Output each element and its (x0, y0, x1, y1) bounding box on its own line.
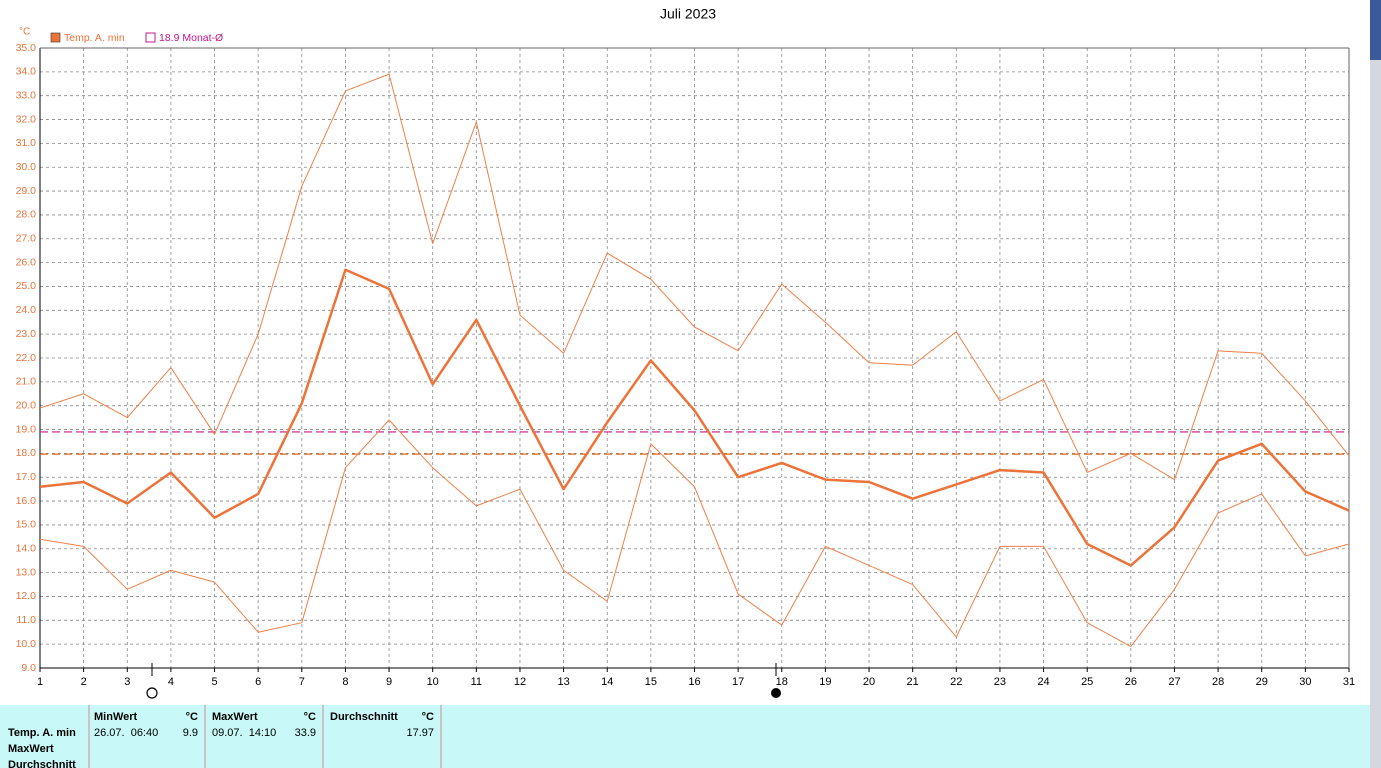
y-tick-label: 13.0 (16, 566, 37, 578)
table-value: 17.97 (406, 727, 434, 739)
table-row-label: MaxWert (8, 743, 54, 755)
y-tick-label: 16.0 (16, 495, 37, 507)
x-tick-label: 3 (124, 676, 130, 688)
y-tick-label: 22.0 (16, 352, 37, 364)
x-tick-label: 16 (688, 676, 700, 688)
x-tick-label: 12 (514, 676, 526, 688)
x-tick-label: 13 (557, 676, 569, 688)
y-unit: °C (19, 27, 30, 38)
y-tick-label: 23.0 (16, 328, 37, 340)
x-tick-label: 10 (427, 676, 439, 688)
y-tick-label: 35.0 (16, 42, 37, 54)
table-unit: °C (304, 711, 316, 723)
window-edge-top (1370, 0, 1381, 60)
series-line (39, 268, 1350, 567)
y-tick-label: 20.0 (16, 399, 37, 411)
x-tick-label: 18 (776, 676, 788, 688)
x-tick-label: 1 (37, 676, 43, 688)
y-tick-label: 12.0 (16, 590, 37, 602)
y-tick-label: 26.0 (16, 256, 37, 268)
series-line (39, 73, 1350, 481)
x-tick-label: 27 (1168, 676, 1180, 688)
window-edge (1370, 0, 1381, 768)
new-moon-icon (771, 688, 781, 698)
y-tick-label: 33.0 (16, 89, 37, 101)
x-tick-label: 23 (994, 676, 1006, 688)
x-tick-label: 29 (1256, 676, 1268, 688)
table-value: 9.9 (183, 727, 198, 739)
y-tick-label: 21.0 (16, 376, 37, 388)
x-tick-label: 31 (1343, 676, 1355, 688)
x-tick-label: 6 (255, 676, 261, 688)
x-tick-label: 15 (645, 676, 657, 688)
y-tick-label: 34.0 (16, 66, 37, 78)
y-tick-label: 14.0 (16, 543, 37, 555)
table-unit: °C (186, 711, 198, 723)
y-tick-label: 32.0 (16, 113, 37, 125)
y-tick-label: 31.0 (16, 137, 37, 149)
x-tick-label: 25 (1081, 676, 1093, 688)
table-background (0, 705, 1370, 768)
y-tick-label: 18.0 (16, 447, 37, 459)
table-row-label: Temp. A. min (8, 727, 76, 739)
y-tick-label: 19.0 (16, 423, 37, 435)
x-tick-label: 26 (1125, 676, 1137, 688)
y-tick-label: 11.0 (16, 614, 36, 626)
legend-label: 18.9 Monat-Ø (159, 32, 223, 44)
x-tick-label: 8 (342, 676, 348, 688)
y-tick-label: 17.0 (16, 471, 37, 483)
table-header: Durchschnitt (330, 711, 398, 723)
x-tick-label: 21 (907, 676, 919, 688)
y-tick-label: 29.0 (16, 185, 37, 197)
table-unit: °C (422, 711, 434, 723)
x-tick-label: 7 (299, 676, 305, 688)
x-tick-label: 4 (168, 676, 174, 688)
table-time: 26.07. 06:40 (94, 727, 158, 739)
table-header: MinWert (94, 711, 138, 723)
y-tick-label: 25.0 (16, 280, 37, 292)
table-header: MaxWert (212, 711, 258, 723)
table-time: 09.07. 14:10 (212, 727, 276, 739)
x-tick-label: 20 (863, 676, 875, 688)
x-tick-label: 9 (386, 676, 392, 688)
y-tick-label: 24.0 (16, 304, 37, 316)
x-tick-label: 28 (1212, 676, 1224, 688)
x-tick-label: 17 (732, 676, 744, 688)
series-line (39, 419, 1350, 648)
x-tick-label: 30 (1299, 676, 1311, 688)
y-tick-label: 28.0 (16, 209, 37, 221)
x-tick-label: 22 (950, 676, 962, 688)
full-moon-icon (146, 687, 158, 699)
legend-swatch (50, 32, 61, 43)
y-tick-label: 9.0 (21, 662, 36, 674)
x-tick-label: 5 (211, 676, 217, 688)
x-tick-label: 2 (81, 676, 87, 688)
x-tick-label: 11 (471, 676, 482, 688)
table-value: 33.9 (295, 727, 316, 739)
x-tick-label: 14 (601, 676, 613, 688)
x-tick-label: 19 (819, 676, 831, 688)
y-tick-label: 30.0 (16, 161, 37, 173)
legend-swatch (145, 32, 156, 43)
legend-label: Temp. A. min (64, 32, 125, 44)
y-tick-label: 10.0 (16, 638, 37, 650)
y-tick-label: 15.0 (16, 519, 37, 531)
table-row-label: Durchschnitt (8, 759, 76, 768)
chart-title: Juli 2023 (660, 6, 716, 22)
x-tick-label: 24 (1037, 676, 1049, 688)
y-tick-label: 27.0 (16, 233, 37, 245)
